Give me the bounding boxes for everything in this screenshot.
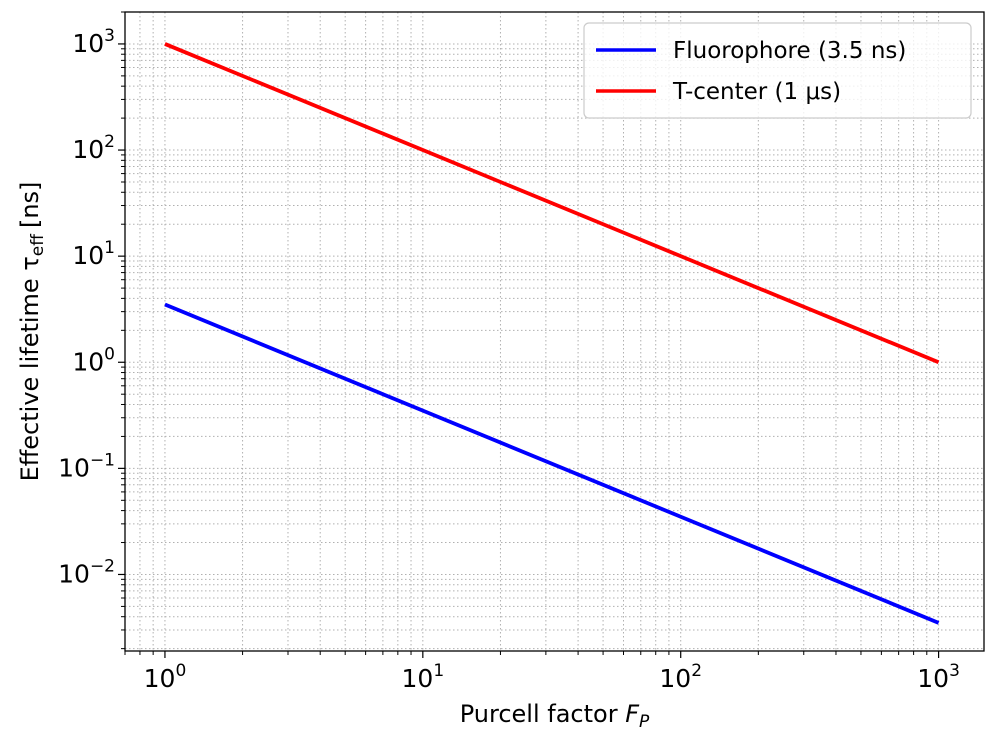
legend: Fluorophore (3.5 ns) T-center (1 μs) [583,22,972,119]
series-line-fluorophore [164,302,940,625]
y-tick-label: 10−2 [58,556,115,588]
x-tick-label: 100 [144,661,187,693]
series-line-t-center [164,42,940,365]
x-axis-title: Purcell factor FP [460,700,650,732]
plot-area-frame [124,11,985,652]
y-axis-title: Effective lifetime τeff [ns] [16,182,48,482]
y-axis-title-unit: [ns] [16,182,44,228]
x-tick-label: 102 [659,661,702,693]
x-axis-title-subscript: P [639,712,650,732]
legend-label-t-center: T-center (1 μs) [672,79,841,105]
y-axis-title-subscript: eff [28,233,48,256]
y-tick-label: 10−1 [58,450,115,482]
legend-box [583,22,972,119]
x-tick-label: 103 [917,661,960,693]
y-tick-label: 103 [72,26,115,58]
series-lines [164,42,940,625]
y-tick-label: 101 [72,238,115,270]
x-axis-title-base: Purcell factor [460,700,625,728]
legend-label-fluorophore: Fluorophore (3.5 ns) [673,38,906,64]
y-tick-labels: 10−2 10−1 100 101 102 103 [58,26,115,589]
x-axis-title-symbol: F [625,700,640,728]
grid-lines [124,11,984,651]
y-tick-label: 102 [72,132,115,164]
y-tick-label: 100 [72,344,115,376]
x-tick-label: 101 [402,661,445,693]
axis-ticks [118,11,940,658]
x-tick-labels: 100 101 102 103 [144,661,960,693]
y-axis-title-base: Effective lifetime τ [16,256,44,481]
